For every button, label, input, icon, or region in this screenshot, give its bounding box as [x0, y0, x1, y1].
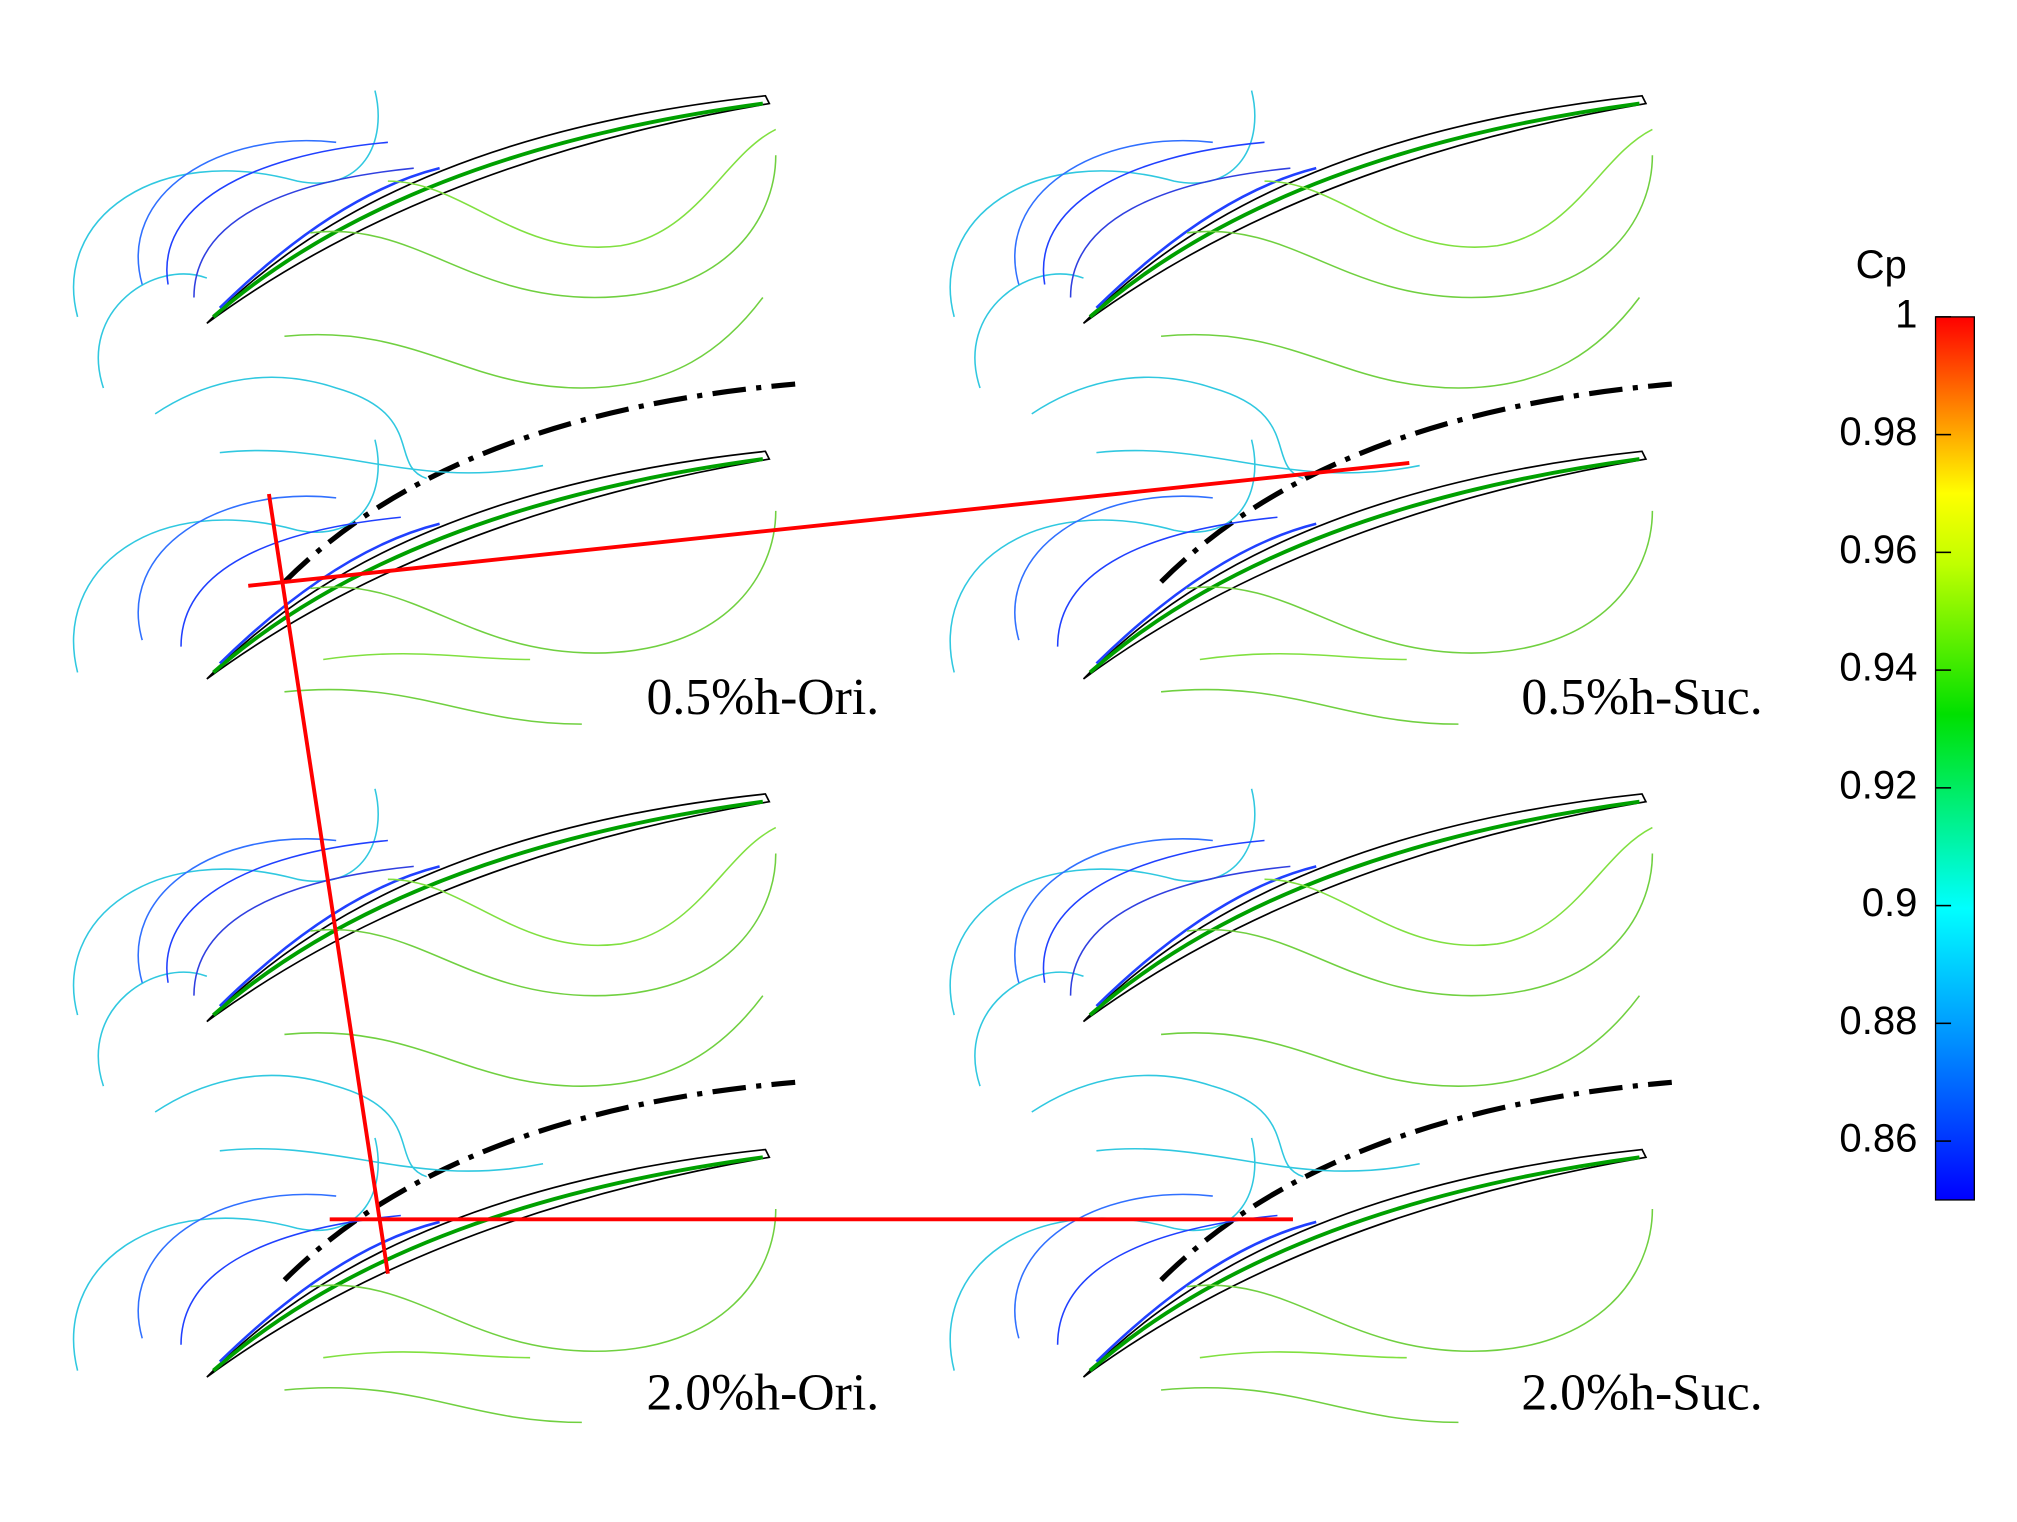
colorbar — [1934, 316, 1975, 1201]
colorbar-ticks: 1 0.98 0.96 0.94 0.92 0.9 0.88 0.86 — [1839, 292, 1952, 1161]
tick-label: 0.94 — [1839, 646, 1917, 690]
panel-graphics — [74, 91, 1672, 1423]
colorbar-title: Cp — [1856, 243, 1907, 287]
panel-label: 0.5%h-Suc. — [1521, 669, 1762, 726]
tick-label: 0.98 — [1839, 410, 1917, 454]
tick-label: 0.86 — [1839, 1117, 1917, 1161]
tick-label: 0.92 — [1839, 763, 1917, 807]
panel-label: 0.5%h-Ori. — [647, 669, 880, 726]
panel-label: 2.0%h-Suc. — [1521, 1364, 1762, 1421]
tick-label: 0.88 — [1839, 999, 1917, 1043]
tick-label: 1 — [1895, 292, 1917, 336]
red-guides — [248, 461, 1410, 1274]
panel-label: 2.0%h-Ori. — [647, 1364, 880, 1421]
tick-label: 0.96 — [1839, 528, 1917, 572]
tick-label: 0.9 — [1862, 881, 1918, 925]
